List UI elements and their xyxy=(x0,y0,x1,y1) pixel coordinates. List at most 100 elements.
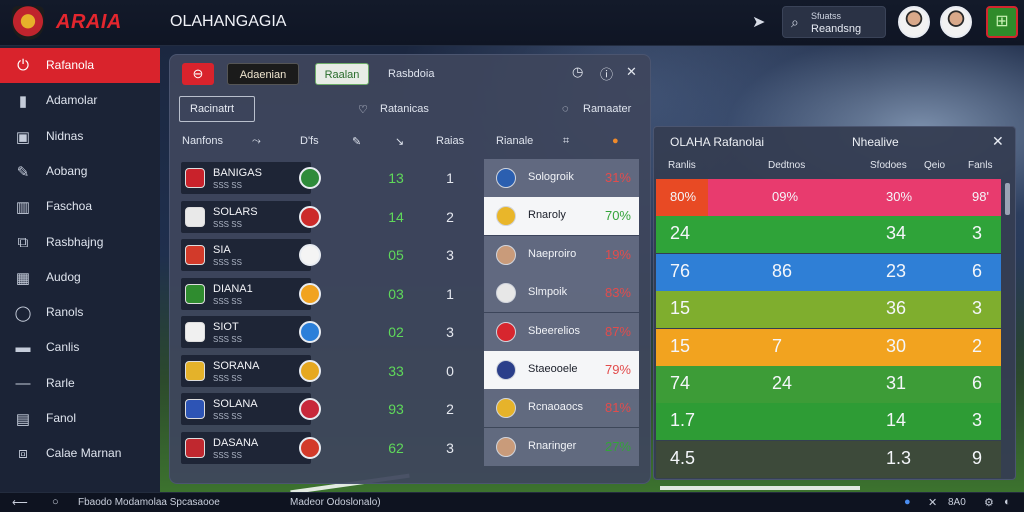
close-icon[interactable]: ✕ xyxy=(626,64,637,79)
sidebar-item[interactable]: ▦ Audog xyxy=(0,260,160,295)
club-badge-icon[interactable] xyxy=(299,321,321,343)
brand-logo[interactable]: ARAIA xyxy=(56,11,122,33)
close-icon[interactable]: ✕ xyxy=(992,133,1004,149)
column-sort-icon[interactable]: ⤳ xyxy=(252,135,261,147)
team-row[interactable]: SOLANA SSS SS xyxy=(181,393,311,425)
club-badge-icon[interactable] xyxy=(299,359,321,382)
search-input[interactable]: ⌕ Sfuatss Reandsng xyxy=(782,6,886,38)
sidebar-item[interactable]: ⧉ Rasbhajng xyxy=(0,225,160,260)
sidebar-item[interactable]: ⧈ Calae Marnan xyxy=(0,436,160,471)
club-crest-icon[interactable] xyxy=(12,6,44,40)
sidebar-item[interactable]: ⏻ Rafanola xyxy=(0,48,160,83)
comparison-row[interactable] xyxy=(656,328,1001,366)
close-icon[interactable]: ✕ xyxy=(928,497,938,509)
team-row[interactable]: SIA SSS SS xyxy=(181,239,311,271)
comparison-row[interactable] xyxy=(656,253,1001,291)
comparison-cell: 34 xyxy=(886,223,907,244)
club-badge-icon[interactable] xyxy=(299,398,321,420)
filter-dropdown[interactable]: Racinatrt xyxy=(179,96,255,122)
player-row[interactable]: Slmpoik 83% xyxy=(484,274,639,313)
manager-avatar[interactable] xyxy=(898,6,930,38)
team-row[interactable]: SIOT SSS SS xyxy=(181,316,311,348)
column-header-right[interactable]: Rianale xyxy=(496,135,534,147)
team-name: SIA xyxy=(213,244,231,256)
team-name: SORANA xyxy=(213,359,260,372)
circle-icon[interactable]: ○ xyxy=(52,496,59,508)
team-row[interactable]: DASANA SSS SS xyxy=(181,431,311,464)
settings-icon[interactable]: ⚙ xyxy=(984,497,994,509)
search-value: Reandsng xyxy=(811,23,862,35)
player-avatar xyxy=(496,206,516,227)
sidebar-item[interactable]: ▣ Nidnas xyxy=(0,119,160,154)
sidebar-item[interactable]: ◯ Ranols xyxy=(0,295,160,330)
back-arrow-icon[interactable]: ⟵ xyxy=(12,497,28,509)
tab-active[interactable]: Adaenian xyxy=(227,63,299,85)
assistant-avatar[interactable] xyxy=(940,6,972,38)
player-row[interactable]: Staeooele 79% xyxy=(484,351,639,389)
comparison-row[interactable] xyxy=(656,291,1001,329)
edit-icon[interactable]: ✎ xyxy=(352,136,362,148)
social-icon[interactable]: ● xyxy=(904,496,911,508)
comparison-column-header[interactable]: Sfodoes xyxy=(870,160,907,171)
comparison-row[interactable] xyxy=(656,179,1001,216)
sidebar-item[interactable]: ✎ Aobang xyxy=(0,154,160,189)
sidebar-item-label: Rasbhajng xyxy=(46,234,104,249)
team-row[interactable]: SOLARS SSS SS xyxy=(181,200,311,233)
player-row[interactable]: Rnaroly 70% xyxy=(484,197,639,236)
club-badge-icon[interactable] xyxy=(299,244,321,266)
strategy-icon[interactable]: ⊞ xyxy=(986,6,1018,38)
sidebar-item[interactable]: — Rarle xyxy=(0,366,160,401)
column-header-stat[interactable]: Raias xyxy=(436,135,465,147)
player-row[interactable]: Naeproiro 19% xyxy=(484,235,639,274)
sidebar-item[interactable]: ▬ Canlis xyxy=(0,330,160,365)
player-row[interactable]: Sbeerelios 87% xyxy=(484,312,639,351)
player-row[interactable]: Rcnaoaocs 81% xyxy=(484,389,639,428)
player-rating: 79% xyxy=(604,362,631,377)
clock-icon[interactable]: ◷ xyxy=(572,64,584,79)
comparison-column-header[interactable]: Qeio xyxy=(924,160,946,171)
window-icon: ⧈ xyxy=(18,445,28,463)
table-icon[interactable]: ⌗ xyxy=(563,135,570,147)
info-icon[interactable]: ⓘ xyxy=(600,67,614,82)
team-subtitle: SSS SS xyxy=(213,373,242,383)
back-button[interactable]: ⊖ xyxy=(182,63,214,85)
column-header-pts[interactable]: D'fs xyxy=(300,135,319,147)
sidebar-item[interactable]: ▥ Faschoa xyxy=(0,189,160,224)
sidebar-item[interactable]: ▤ Fanol xyxy=(0,401,160,436)
comparison-column-header[interactable]: Ranlis xyxy=(668,160,696,171)
comparison-row[interactable] xyxy=(656,366,1001,403)
club-badge-icon[interactable] xyxy=(299,436,321,459)
player-row[interactable]: Sologroik 31% xyxy=(484,159,639,197)
player-name: Sologroik xyxy=(528,171,574,183)
tab-green[interactable]: Raalan xyxy=(315,63,369,85)
comparison-row[interactable] xyxy=(656,403,1001,441)
ring-icon[interactable]: ◌ xyxy=(562,103,569,115)
comparison-column-header[interactable]: Fanls xyxy=(968,160,993,171)
club-badge-icon[interactable] xyxy=(299,282,321,305)
comparison-column-header[interactable]: Dedtnos xyxy=(768,160,806,171)
team-crest-icon xyxy=(185,168,205,188)
club-badge-icon[interactable] xyxy=(299,205,321,228)
top-bar: ARAIA OLAHANGAGIA ➤ ⌕ Sfuatss Reandsng ⊞ xyxy=(0,0,1024,46)
team-row[interactable]: SORANA SSS SS xyxy=(181,354,311,387)
ball-icon[interactable]: ● xyxy=(612,135,619,147)
arrow-icon[interactable]: ↘ xyxy=(395,136,405,148)
team-subtitle: SSS SS xyxy=(213,181,242,190)
toggle-icon[interactable]: ◐ xyxy=(1004,496,1011,508)
team-row[interactable]: DIANA1 SSS SS xyxy=(181,277,311,310)
team-row[interactable]: BANIGAS SSS SS xyxy=(181,162,311,194)
team-score: 03 xyxy=(388,285,404,302)
heart-icon[interactable]: ♡ xyxy=(358,104,368,116)
tab-plain[interactable]: Rasbdoia xyxy=(388,68,435,80)
club-badge-icon[interactable] xyxy=(299,167,321,189)
send-icon[interactable]: ➤ xyxy=(752,14,766,31)
sidebar-item[interactable]: ▮ Adamolar xyxy=(0,83,160,118)
team-score: 93 xyxy=(388,401,404,417)
status-text: Fbaodo Modamolaa Spcasaooe xyxy=(78,497,220,508)
player-row[interactable]: Rnaringer 27% xyxy=(484,427,639,466)
card-icon: ▬ xyxy=(15,339,31,357)
comparison-row[interactable] xyxy=(656,216,1001,254)
column-header-name[interactable]: Nanfons xyxy=(182,135,223,147)
scrollbar[interactable] xyxy=(1005,183,1010,215)
comparison-row[interactable] xyxy=(656,440,1001,478)
